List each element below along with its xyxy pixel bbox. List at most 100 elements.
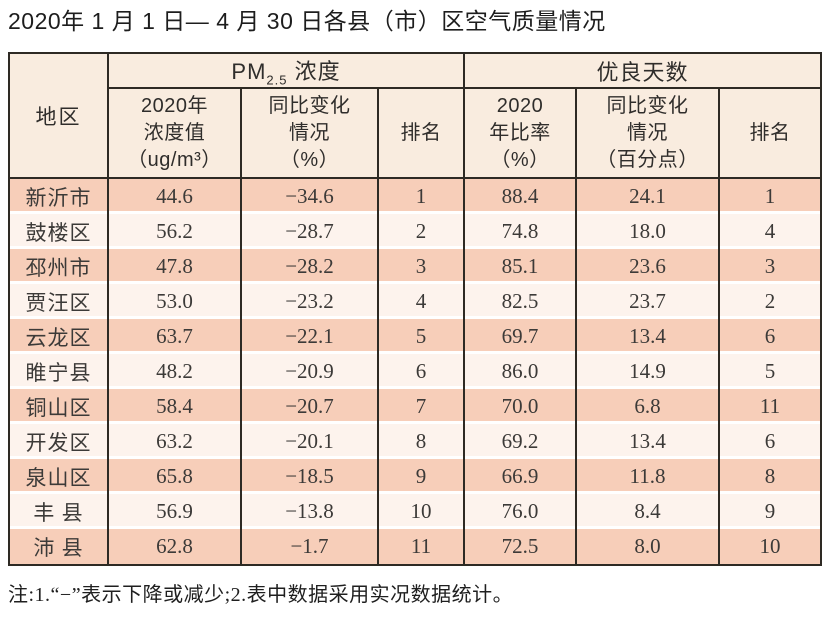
column-header-pm-rank: 排名: [379, 89, 466, 180]
good-ratio-cell: 69.2: [465, 424, 578, 460]
pm-rank-cell: 4: [379, 284, 466, 320]
pm25-label-subscript: 2.5: [266, 72, 288, 88]
pm-rank-cell: 10: [379, 494, 466, 530]
page-title: 2020年 1 月 1 日— 4 月 30 日各县（市）区空气质量情况: [8, 8, 606, 34]
good-ratio-cell: 70.0: [465, 389, 578, 425]
sub-header-row: 2020年 浓度值 （ug/m³） 同比变化 情况 （%） 排名 2020 年比…: [10, 89, 821, 180]
region-cell: 贾汪区: [10, 284, 109, 320]
column-group-good-days: 优良天数: [465, 54, 821, 90]
region-cell: 新沂市: [10, 179, 109, 215]
good-rank-cell: 2: [720, 284, 821, 320]
good-ratio-cell: 76.0: [465, 494, 578, 530]
column-header-region: 地区: [10, 54, 109, 180]
good-change-cell: 14.9: [577, 354, 721, 390]
table-row: 睢宁县 48.2 −20.9 6 86.0 14.9 5: [10, 354, 821, 390]
good-rank-cell: 11: [720, 389, 821, 425]
good-rank-cell: 6: [720, 319, 821, 355]
pm-change-cell: −34.6: [242, 179, 379, 215]
good-change-cell: 13.4: [577, 319, 721, 355]
table-row: 丰 县 56.9 −13.8 10 76.0 8.4 9: [10, 494, 821, 530]
good-change-cell: 13.4: [577, 424, 721, 460]
region-cell: 丰 县: [10, 494, 109, 530]
table-row: 沛 县 62.8 −1.7 11 72.5 8.0 10: [10, 529, 821, 565]
region-cell: 开发区: [10, 424, 109, 460]
region-cell: 泉山区: [10, 459, 109, 495]
pm-value-cell: 58.4: [109, 389, 242, 425]
pm-rank-cell: 3: [379, 249, 466, 285]
good-change-cell: 8.4: [577, 494, 721, 530]
pm-change-cell: −13.8: [242, 494, 379, 530]
pm-rank-cell: 11: [379, 529, 466, 565]
pm-change-cell: −23.2: [242, 284, 379, 320]
pm-rank-cell: 6: [379, 354, 466, 390]
good-rank-cell: 10: [720, 529, 821, 565]
air-quality-table: 地区 PM2.5 浓度 优良天数 2020年 浓度值 （ug/m³） 同比变化 …: [8, 52, 823, 567]
table-row: 贾汪区 53.0 −23.2 4 82.5 23.7 2: [10, 284, 821, 320]
region-cell: 睢宁县: [10, 354, 109, 390]
pm-rank-cell: 1: [379, 179, 466, 215]
good-change-cell: 6.8: [577, 389, 721, 425]
column-header-pm-value: 2020年 浓度值 （ug/m³）: [109, 89, 242, 180]
region-cell: 鼓楼区: [10, 214, 109, 250]
column-header-pm-change: 同比变化 情况 （%）: [242, 89, 379, 180]
table-row: 开发区 63.2 −20.1 8 69.2 13.4 6: [10, 424, 821, 460]
good-change-cell: 18.0: [577, 214, 721, 250]
pm-value-cell: 65.8: [109, 459, 242, 495]
table-row: 泉山区 65.8 −18.5 9 66.9 11.8 8: [10, 459, 821, 495]
pm-change-cell: −22.1: [242, 319, 379, 355]
good-rank-cell: 1: [720, 179, 821, 215]
good-ratio-cell: 72.5: [465, 529, 578, 565]
pm-value-cell: 53.0: [109, 284, 242, 320]
region-cell: 邳州市: [10, 249, 109, 285]
pm-value-cell: 48.2: [109, 354, 242, 390]
good-ratio-cell: 86.0: [465, 354, 578, 390]
pm-value-cell: 56.2: [109, 214, 242, 250]
pm-value-cell: 62.8: [109, 529, 242, 565]
good-ratio-cell: 66.9: [465, 459, 578, 495]
region-cell: 云龙区: [10, 319, 109, 355]
group-header-row: 地区 PM2.5 浓度 优良天数: [10, 54, 821, 180]
pm-change-cell: −28.7: [242, 214, 379, 250]
good-change-cell: 23.6: [577, 249, 721, 285]
good-ratio-cell: 88.4: [465, 179, 578, 215]
pm-rank-cell: 9: [379, 459, 466, 495]
good-ratio-cell: 74.8: [465, 214, 578, 250]
pm25-label-prefix: PM: [231, 59, 267, 85]
table-row: 铜山区 58.4 −20.7 7 70.0 6.8 11: [10, 389, 821, 425]
pm-value-cell: 44.6: [109, 179, 242, 215]
region-cell: 沛 县: [10, 529, 109, 565]
good-ratio-cell: 69.7: [465, 319, 578, 355]
column-header-good-rank: 排名: [720, 89, 821, 180]
table-body: 新沂市 44.6 −34.6 1 88.4 24.1 1 鼓楼区 56.2 −2…: [10, 179, 821, 565]
table-row: 邳州市 47.8 −28.2 3 85.1 23.6 3: [10, 249, 821, 285]
pm-value-cell: 56.9: [109, 494, 242, 530]
good-ratio-cell: 85.1: [465, 249, 578, 285]
pm-rank-cell: 2: [379, 214, 466, 250]
good-rank-cell: 3: [720, 249, 821, 285]
pm25-label-suffix: 浓度: [287, 59, 341, 85]
pm-change-cell: −20.9: [242, 354, 379, 390]
column-header-good-change: 同比变化 情况 （百分点）: [577, 89, 721, 180]
table-row: 云龙区 63.7 −22.1 5 69.7 13.4 6: [10, 319, 821, 355]
column-group-pm25: PM2.5 浓度: [109, 54, 466, 90]
pm-change-cell: −20.7: [242, 389, 379, 425]
pm-value-cell: 63.7: [109, 319, 242, 355]
good-rank-cell: 9: [720, 494, 821, 530]
pm-rank-cell: 8: [379, 424, 466, 460]
table-row: 新沂市 44.6 −34.6 1 88.4 24.1 1: [10, 179, 821, 215]
pm-value-cell: 47.8: [109, 249, 242, 285]
pm-change-cell: −18.5: [242, 459, 379, 495]
table-header: 地区 PM2.5 浓度 优良天数 2020年 浓度值 （ug/m³） 同比变化 …: [10, 54, 821, 180]
pm-rank-cell: 5: [379, 319, 466, 355]
pm-change-cell: −28.2: [242, 249, 379, 285]
good-rank-cell: 4: [720, 214, 821, 250]
pm-rank-cell: 7: [379, 389, 466, 425]
good-ratio-cell: 82.5: [465, 284, 578, 320]
footnote: 注:1.“−”表示下降或减少;2.表中数据采用实况数据统计。: [8, 584, 514, 607]
region-cell: 铜山区: [10, 389, 109, 425]
good-change-cell: 8.0: [577, 529, 721, 565]
good-rank-cell: 5: [720, 354, 821, 390]
good-change-cell: 23.7: [577, 284, 721, 320]
pm-change-cell: −1.7: [242, 529, 379, 565]
